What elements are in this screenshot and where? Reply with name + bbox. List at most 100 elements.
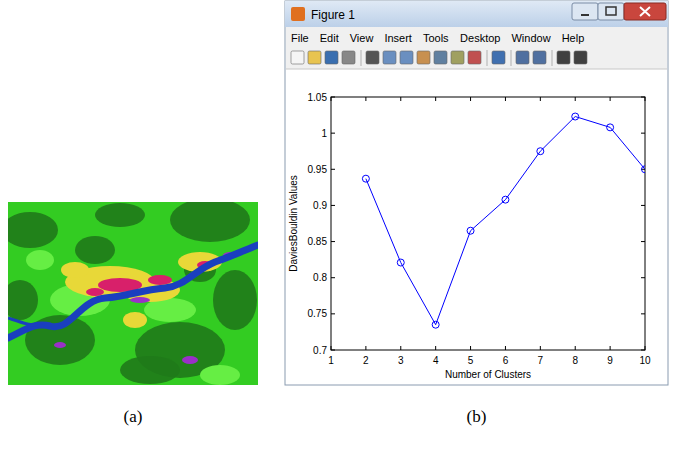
- data-line: [366, 117, 645, 325]
- x-tick-label: 8: [572, 355, 578, 366]
- y-tick: [331, 133, 335, 134]
- river: [8, 245, 258, 338]
- axes-box: [331, 97, 645, 350]
- magenta-patch: [182, 356, 198, 364]
- close-button[interactable]: [624, 3, 666, 20]
- toolbar-button[interactable]: [516, 51, 529, 64]
- y-tick: [331, 169, 335, 170]
- x-tick-top: [575, 97, 576, 101]
- data-marker: [642, 166, 646, 173]
- y-tick: [331, 205, 335, 206]
- title-bar: [285, 1, 668, 27]
- y-tick: [331, 277, 335, 278]
- toolbar-button[interactable]: [342, 51, 355, 64]
- y-tick-label: 1: [321, 128, 327, 139]
- minimize-button[interactable]: [572, 3, 598, 20]
- toolbar-button[interactable]: [417, 51, 430, 64]
- field-patch: [26, 250, 54, 270]
- menu-item[interactable]: Edit: [320, 32, 339, 44]
- toolbar-button[interactable]: [468, 51, 481, 64]
- field-patch: [200, 365, 240, 385]
- toolbar-button[interactable]: [557, 51, 570, 64]
- toolbar-button[interactable]: [366, 51, 379, 64]
- forest-patch: [120, 356, 180, 384]
- x-tick-label: 7: [538, 355, 544, 366]
- urban-patch: [123, 312, 147, 328]
- y-tick-right: [641, 133, 645, 134]
- x-tick-top: [400, 97, 401, 101]
- toolbar-button[interactable]: [400, 51, 413, 64]
- x-tick: [400, 346, 401, 350]
- y-axis-title: DaviesBouldin Values: [288, 175, 299, 272]
- y-tick-right: [641, 241, 645, 242]
- data-marker: [607, 124, 614, 131]
- y-tick-label: 0.85: [308, 236, 328, 247]
- toolbar-button[interactable]: [574, 51, 587, 64]
- maximize-button[interactable]: [598, 3, 624, 20]
- forest-patch: [95, 203, 145, 227]
- x-tick-top: [505, 97, 506, 101]
- menu-item[interactable]: File: [291, 32, 309, 44]
- minimize-glyph: [581, 14, 589, 16]
- menu-item[interactable]: Insert: [384, 32, 412, 44]
- page: Figure 1FileEditViewInsertToolsDesktopWi…: [0, 0, 673, 450]
- data-marker: [432, 321, 439, 328]
- toolbar-separator: [552, 50, 553, 66]
- y-tick-label: 0.8: [313, 272, 327, 283]
- y-tick-right: [641, 205, 645, 206]
- window-frame: [285, 1, 668, 385]
- x-tick: [365, 346, 366, 350]
- window-icon: [291, 7, 305, 21]
- x-tick-label: 10: [639, 355, 651, 366]
- y-tick-right: [641, 277, 645, 278]
- y-tick: [331, 313, 335, 314]
- menu-bar: [286, 27, 667, 47]
- forest-patch: [8, 212, 58, 248]
- caption-b: (b): [467, 407, 487, 426]
- x-tick: [575, 346, 576, 350]
- menu-item[interactable]: View: [350, 32, 374, 44]
- x-tick: [540, 346, 541, 350]
- maximize-glyph: [606, 7, 616, 15]
- data-marker: [362, 175, 369, 182]
- menu-item[interactable]: Window: [511, 32, 550, 44]
- x-tick: [470, 346, 471, 350]
- toolbar: [286, 47, 667, 69]
- y-tick-right: [641, 313, 645, 314]
- toolbar-separator: [487, 50, 488, 66]
- toolbar-button[interactable]: [325, 51, 338, 64]
- menu-item[interactable]: Desktop: [460, 32, 500, 44]
- toolbar-button[interactable]: [291, 51, 304, 64]
- toolbar-button[interactable]: [492, 51, 505, 64]
- dense-urban-patch: [148, 275, 172, 285]
- data-marker: [502, 196, 509, 203]
- data-marker: [572, 113, 579, 120]
- x-tick-label: 3: [398, 355, 404, 366]
- caption-a: (a): [124, 407, 143, 426]
- toolbar-button[interactable]: [533, 51, 546, 64]
- menu-item[interactable]: Help: [562, 32, 585, 44]
- x-tick: [505, 346, 506, 350]
- x-tick-top: [470, 97, 471, 101]
- data-marker: [467, 227, 474, 234]
- toolbar-button[interactable]: [451, 51, 464, 64]
- x-tick-top: [365, 97, 366, 101]
- plot-area: [331, 97, 645, 350]
- forest-patch: [170, 202, 250, 242]
- toolbar-border: [286, 69, 667, 70]
- urban-patch: [61, 262, 89, 278]
- menu-item[interactable]: Tools: [423, 32, 449, 44]
- toolbar-separator: [511, 50, 512, 66]
- x-tick-label: 5: [468, 355, 474, 366]
- x-tick: [435, 346, 436, 350]
- y-tick-label: 0.95: [308, 164, 328, 175]
- x-tick-label: 2: [363, 355, 369, 366]
- y-tick: [331, 241, 335, 242]
- x-tick-label: 1: [328, 355, 334, 366]
- x-tick-label: 4: [433, 355, 439, 366]
- toolbar-button[interactable]: [434, 51, 447, 64]
- toolbar-button[interactable]: [308, 51, 321, 64]
- toolbar-button[interactable]: [383, 51, 396, 64]
- x-tick-top: [435, 97, 436, 101]
- x-tick-top: [540, 97, 541, 101]
